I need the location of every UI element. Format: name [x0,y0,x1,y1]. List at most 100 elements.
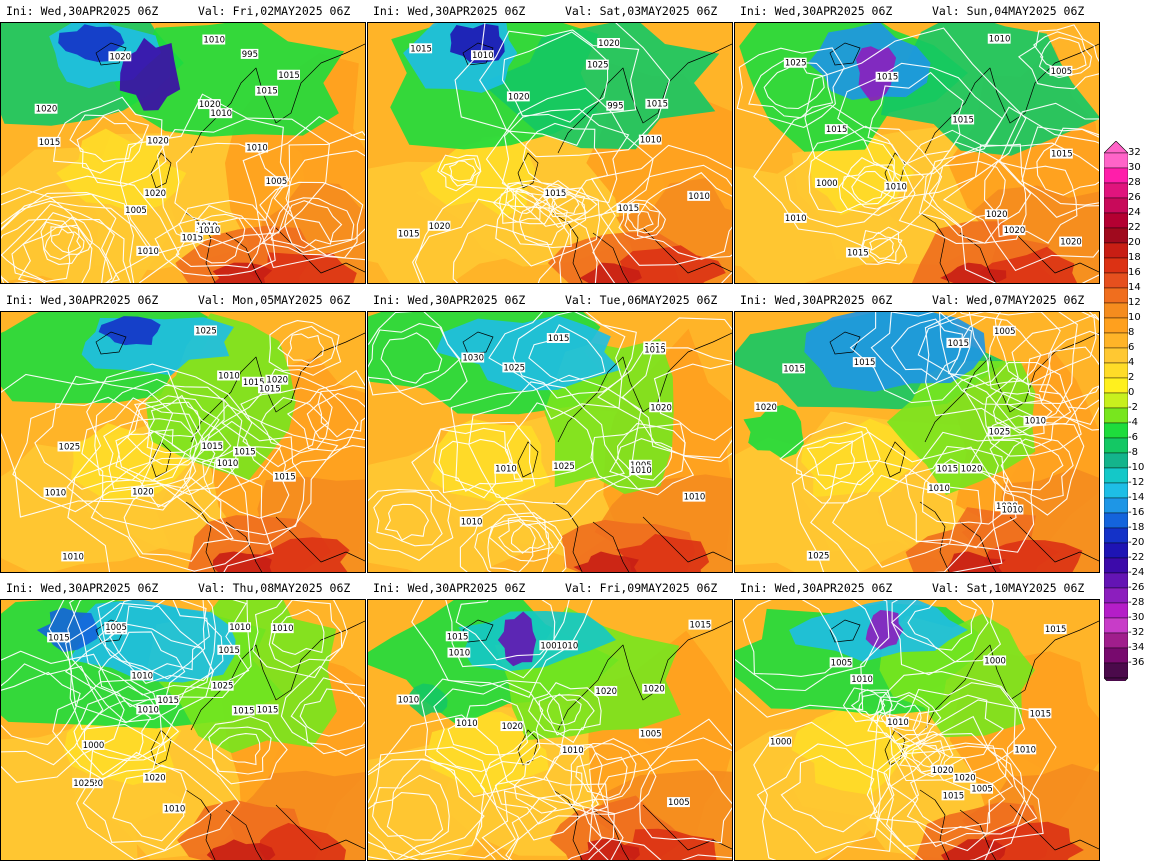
isobar-label: 1010 [989,35,1011,45]
coastlines [462,42,732,283]
isobar-label: 1020 [36,105,58,115]
isobars [736,24,1099,283]
isobar-label: 1020 [1060,238,1082,248]
isobar-label: 1010 [448,649,470,659]
isobar-label: 1015 [278,71,300,81]
isobar-label: 1010 [62,552,84,562]
isobar-label: 1020 [266,376,288,386]
isobar-label: 1015 [646,100,668,110]
temperature-field: 1015102010051010101510101025101510201000… [1,600,365,860]
colorbar-tick-label: 8 [1128,327,1135,338]
colorbar-tick-label: 0 [1128,387,1135,398]
colorbar-tick-label: -26 [1128,582,1145,593]
isobar-label: 1020 [109,52,131,62]
isobar-label: 1025 [785,59,807,69]
colorbar-tick-label: 26 [1128,192,1141,203]
valid-time-label: Val: Wed,07MAY2025 06Z [932,293,1085,307]
colorbar-tick-label: -18 [1128,522,1145,533]
panel-header: Ini: Wed,30APR2025 06Z Val: Fri,09MAY2025… [367,577,733,599]
isobar-label: 1010 [217,459,239,469]
panel-header: Ini: Wed,30APR2025 06Z Val: Thu,08MAY2025… [0,577,366,599]
isobar-label: 1015 [157,696,179,706]
isobar-label: 1005 [1051,67,1073,77]
valid-time-label: Val: Sat,03MAY2025 06Z [565,4,718,18]
colorbar-tick-label: -20 [1128,537,1145,548]
isobar-label: 1030 [462,354,484,364]
isobar-label: 1015 [257,705,279,715]
temperature-field: 1015101510101025102010151010101010251020… [1,312,365,572]
forecast-panel: Ini: Wed,30APR2025 06Z Val: Sat,10MAY2025… [734,577,1100,865]
isobar-label: 1010 [272,624,294,634]
isobar-label: 1010 [210,109,232,119]
isobars [735,600,1057,860]
isobar-label: 1000 [770,738,792,748]
isobar-label: 1010 [164,804,186,814]
isobar-label: 1010 [562,746,584,756]
isobar-label: 1010 [785,214,807,224]
temperature-colorbar: 32 30 28 26 24 22 20 18 16 14 12 10 8 6 4 2 0 -2 -4 -6 -8 -10… [1103,140,1152,691]
isobar-label: 1025 [587,61,609,71]
isobar-label: 1015 [617,204,639,214]
forecast-panel: Ini: Wed,30APR2025 06Z Val: Fri,09MAY2025… [367,577,733,865]
isobar-label: 1001010 [540,641,578,651]
isobar-label: 1010 [203,36,225,46]
isobar-label: 1015 [447,632,469,642]
isobar-label: 1025 [553,462,575,472]
isobar-label: 1020 [986,210,1008,220]
forecast-panel: Ini: Wed,30APR2025 06Z Val: Sat,03MAY2025… [367,0,733,288]
valid-time-label: Val: Sat,10MAY2025 06Z [932,581,1085,595]
colorbar-tick-label: 28 [1128,177,1141,188]
isobar-label: 1015 [826,125,848,135]
coastlines [95,619,365,860]
isobar-label: 1005 [105,623,127,633]
colorbar-tick-label: 16 [1128,267,1141,278]
panel-header: Ini: Wed,30APR2025 06Z Val: Sat,10MAY2025… [734,577,1100,599]
isobar-label: 1010 [137,705,159,715]
isobar-label: 1010 [218,371,240,381]
colorbar-tick-label: -2 [1128,402,1138,413]
isobar-label: 1010 [45,488,67,498]
isobar-labels: 1015 1010 1005 1015 1000 1020 1015 1000 1005 1010… [769,624,1067,801]
colorbar-tick-label: -34 [1128,642,1145,653]
valid-time-label: Val: Tue,06MAY2025 06Z [565,293,718,307]
isobar-label: 1015 [181,233,203,243]
isobar-label: 1010 [1014,745,1036,755]
colorbar-tick-label: -16 [1128,507,1145,518]
isobar-label: 1015 [398,230,420,240]
colorbar-tick-label: 30 [1128,162,1141,173]
temperature-field: 1010102010151005101099510151020101010151… [1,23,365,283]
isobar-label: 1015 [943,791,965,801]
colorbar-tick-label: 24 [1128,207,1141,218]
isobar-label: 1010 [688,192,710,202]
isobar-label: 1005 [640,729,662,739]
isobar-label: 1015 [644,345,666,355]
isobars [411,23,732,283]
isobar-label: 1015 [410,44,432,54]
panel-header: Ini: Wed,30APR2025 06Z Val: Tue,06MAY2025… [367,289,733,311]
colorbar-tick-label: -4 [1128,417,1138,428]
temperature-field: 1010102510051010102510101015103010101020… [368,312,732,572]
colorbar-tick-label: 10 [1128,312,1141,323]
isobar-label: 1000 [984,656,1006,666]
isobar-label: 1010 [684,493,706,503]
isobar-label: 1015 [947,339,969,349]
temperature-field: 1020 1010 1005 1015 1020 1010 1005 1010 1015 1001… [368,600,732,860]
init-time-label: Ini: Wed,30APR2025 06Z [373,293,526,307]
isobar-label: 1025 [212,682,234,692]
isobar-label: 1010 [885,183,907,193]
isobar-label: 1010 [851,675,873,685]
isobar-label: 1020 [144,774,166,784]
isobar-labels: 1020102510101015100510101015102010251015… [754,325,1047,562]
isobar-label: 1020 [429,222,451,232]
init-time-label: Ini: Wed,30APR2025 06Z [740,4,893,18]
valid-time-label: Val: Mon,05MAY2025 06Z [198,293,351,307]
temperature-map: 1015 1000 1010 1015 1020 1025 1015 1005 1010 1020… [734,22,1100,284]
isobar-labels: 1010 1020 995 1015 1010 1015 1025 1010 1015 1020 1… [396,38,711,240]
colorbar-tick-label: 6 [1128,342,1135,353]
isobar-label: 995 [242,50,258,60]
isobar-label: 1010 [199,226,221,236]
isobar-label: 1015 [234,447,256,457]
colorbar-tick-label: -6 [1128,432,1138,443]
isobar-label: 1005 [971,785,993,795]
colorbar-tick-label: 32 [1128,147,1141,158]
